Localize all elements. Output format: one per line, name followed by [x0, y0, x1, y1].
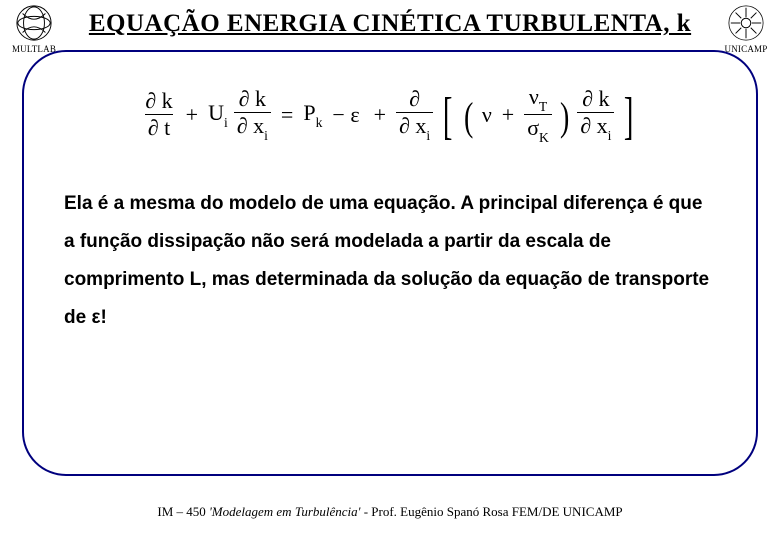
- right-logo: UNICAMP: [718, 4, 774, 54]
- k-equation: ∂ k ∂ t + Ui ∂ k ∂ xi = Pk − ε + ∂ ∂ xi …: [64, 86, 716, 143]
- page-title: EQUAÇÃO ENERGIA CINÉTICA TURBULENTA, k: [62, 4, 718, 38]
- eq-nu: ν: [482, 102, 492, 128]
- slide-header: MULTLAB EQUAÇÃO ENERGIA CINÉTICA TURBULE…: [0, 0, 780, 48]
- footer-author: - Prof. Eugênio Spanó Rosa FEM/DE UNICAM…: [360, 504, 622, 519]
- eq-term-ddxi: ∂ ∂ xi: [396, 88, 433, 141]
- eq-equals: =: [277, 102, 297, 128]
- eq-minus-eps: − ε: [328, 102, 363, 128]
- eq-term-dkdt: ∂ k ∂ t: [142, 90, 175, 139]
- eq-plus2: +: [370, 102, 390, 128]
- content-panel: ∂ k ∂ t + Ui ∂ k ∂ xi = Pk − ε + ∂ ∂ xi …: [22, 50, 758, 476]
- unicamp-logo-icon: [727, 4, 765, 42]
- footer-course-code: IM – 450: [157, 504, 209, 519]
- eq-term-dkdxi: ∂ k ∂ xi: [234, 88, 271, 141]
- eq-Pk: Pk: [303, 100, 322, 129]
- body-paragraph: Ela é a mesma do modelo de uma equação. …: [64, 185, 716, 337]
- eq-plus3: +: [498, 102, 518, 128]
- left-logo: MULTLAB: [6, 4, 62, 54]
- eq-nuT-over-sigmaK: νT σK: [524, 86, 552, 143]
- eq-term-dkdxi-2: ∂ k ∂ xi: [577, 88, 614, 141]
- footer-course-title: 'Modelagem em Turbulência': [209, 504, 360, 519]
- slide-footer: IM – 450 'Modelagem em Turbulência' - Pr…: [0, 504, 780, 520]
- eq-plus: +: [182, 102, 202, 128]
- multlab-logo-icon: [15, 4, 53, 42]
- eq-coef-U: Ui: [208, 100, 228, 129]
